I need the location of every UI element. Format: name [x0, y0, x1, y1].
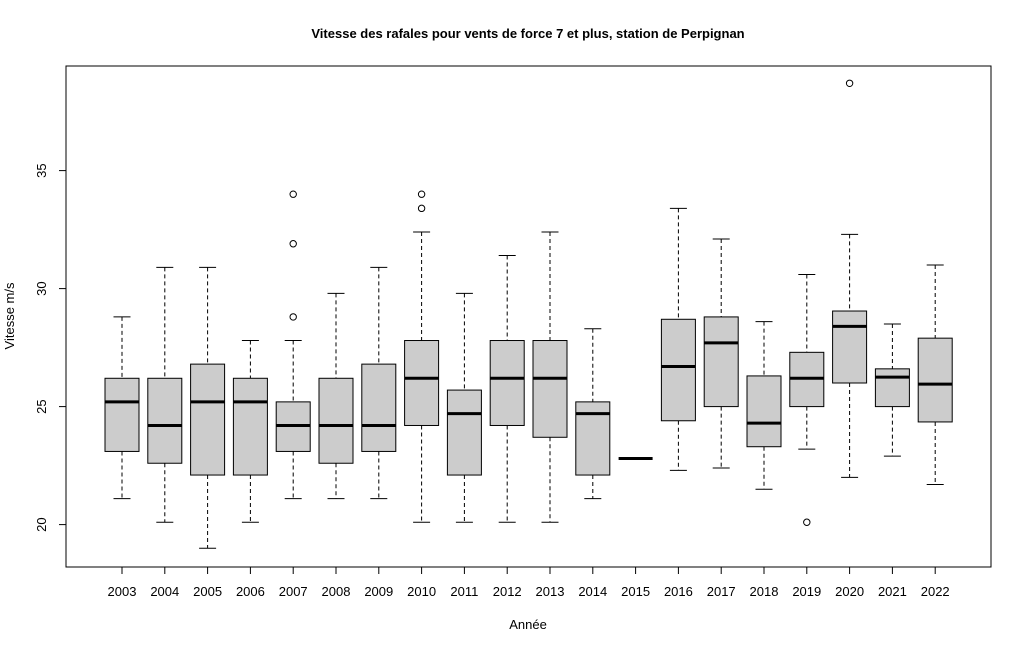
x-tick-label: 2008: [322, 584, 351, 599]
box-2006: [232, 340, 268, 523]
iqr-box: [489, 340, 525, 426]
x-axis: 2003 2004 2005 2006 2007 2008 2009 2010 2011 2012…: [108, 566, 950, 599]
x-tick-label: 2012: [493, 584, 522, 599]
box-2007: [275, 190, 311, 500]
iqr-box: [660, 318, 696, 422]
x-axis-label: Année: [509, 617, 547, 632]
x-tick-label: 2019: [792, 584, 821, 599]
x-tick-label: 2015: [621, 584, 650, 599]
box-2019: [789, 273, 825, 526]
x-tick-label: 2022: [921, 584, 950, 599]
iqr-box: [190, 363, 226, 476]
x-tick-label: 2021: [878, 584, 907, 599]
y-axis-label: Vitesse m/s: [2, 282, 17, 349]
outlier-point: [417, 190, 426, 198]
box-2020: [832, 79, 868, 478]
iqr-box: [874, 368, 910, 408]
box-2017: [703, 238, 739, 469]
box-2008: [318, 292, 354, 500]
outlier-point: [289, 313, 297, 321]
outlier-point: [803, 518, 811, 526]
x-tick-label: 2009: [364, 584, 393, 599]
iqr-box: [917, 337, 953, 423]
outlier-point: [417, 204, 426, 213]
x-tick-label: 2004: [150, 584, 179, 599]
iqr-box: [147, 377, 183, 464]
outlier-point: [845, 79, 854, 87]
iqr-box: [404, 340, 440, 426]
box-2016: [660, 207, 696, 471]
outlier-point: [289, 240, 297, 248]
iqr-box: [361, 363, 397, 452]
box-2010: [404, 190, 440, 523]
y-tick-label: 30: [34, 281, 49, 295]
box-2005: [190, 266, 226, 549]
box-series: [104, 79, 953, 549]
box-2013: [532, 231, 568, 523]
x-tick-label: 2017: [707, 584, 736, 599]
y-tick-label: 20: [34, 517, 49, 531]
x-tick-label: 2020: [835, 584, 864, 599]
box-2009: [361, 266, 397, 500]
x-tick-label: 2016: [664, 584, 693, 599]
y-axis: 20 25 30 35: [34, 163, 67, 532]
box-2011: [446, 292, 482, 523]
box-2022: [917, 264, 953, 485]
box-2003: [104, 316, 140, 500]
iqr-box: [318, 377, 354, 464]
box-2012: [489, 255, 525, 523]
x-tick-label: 2003: [108, 584, 137, 599]
iqr-box: [746, 375, 782, 448]
x-tick-label: 2014: [578, 584, 607, 599]
x-tick-label: 2010: [407, 584, 436, 599]
chart-title: Vitesse des rafales pour vents de force …: [311, 26, 744, 41]
iqr-box: [703, 316, 739, 408]
iqr-box: [446, 389, 482, 476]
iqr-box: [104, 377, 140, 452]
box-2018: [746, 321, 782, 490]
x-tick-label: 2007: [279, 584, 308, 599]
iqr-box: [232, 377, 268, 476]
box-2021: [874, 323, 910, 457]
x-tick-label: 2018: [750, 584, 779, 599]
outlier-point: [289, 190, 297, 198]
y-tick-label: 25: [34, 399, 49, 413]
x-tick-label: 2005: [193, 584, 222, 599]
x-tick-label: 2011: [450, 584, 478, 599]
x-tick-label: 2006: [236, 584, 265, 599]
x-tick-label: 2013: [536, 584, 565, 599]
iqr-box: [532, 340, 568, 438]
box-2004: [147, 266, 183, 523]
iqr-box: [832, 310, 868, 384]
y-tick-label: 35: [34, 163, 49, 177]
box-2014: [575, 328, 611, 500]
